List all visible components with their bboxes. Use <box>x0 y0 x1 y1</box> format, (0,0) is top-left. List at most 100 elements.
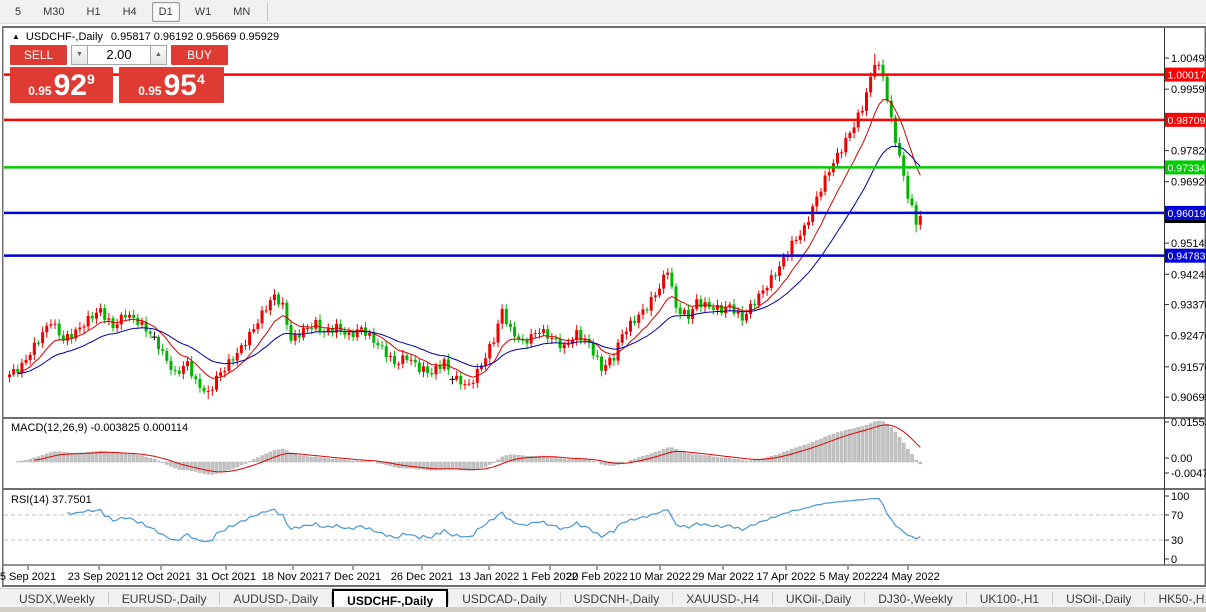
tab-separator <box>107 592 109 604</box>
svg-text:23 Sep 2021: 23 Sep 2021 <box>68 571 130 583</box>
svg-text:31 Oct 2021: 31 Oct 2021 <box>196 571 256 583</box>
chart-tab-strip: USDX,Weekly EURUSD-,Daily AUDUSD-,Daily USD… <box>0 589 1206 608</box>
chart-tab-DJ30-Weekly[interactable]: DJ30-,Weekly <box>878 592 953 606</box>
svg-text:1.00495: 1.00495 <box>1171 53 1206 65</box>
chart-tab-USDCNH-Daily[interactable]: USDCNH-,Daily <box>573 592 660 606</box>
timeframe-button-M30[interactable]: M30 <box>43 5 65 18</box>
sell-price-prefix: 0.95 <box>28 84 52 98</box>
rsi-panel <box>4 498 1164 543</box>
chart-tab-EURUSD-Daily[interactable]: EURUSD-,Daily <box>121 592 207 606</box>
tab-separator <box>448 592 450 604</box>
svg-text:1.00017: 1.00017 <box>1168 70 1206 82</box>
date-axis: 5 Sep 2021 23 Sep 2021 12 Oct 2021 31 Oct 2… <box>0 566 940 583</box>
tab-separator <box>965 592 967 604</box>
svg-text:0.94245: 0.94245 <box>1171 269 1206 281</box>
price-axis-badges: 0.959291.000170.987090.973340.960190.947… <box>1165 67 1206 263</box>
svg-text:24 May 2022: 24 May 2022 <box>876 571 940 583</box>
sell-price-sup: 9 <box>86 71 95 87</box>
svg-text:7 Dec 2021: 7 Dec 2021 <box>325 571 381 583</box>
svg-text:30: 30 <box>1171 535 1183 547</box>
macd-signal-line <box>34 424 921 473</box>
timeframe-button-5[interactable]: 5 <box>15 5 22 18</box>
chart-ohlc-values: 0.95817 0.96192 0.95669 0.95929 <box>110 31 280 43</box>
svg-text:10 Mar 2022: 10 Mar 2022 <box>629 571 691 583</box>
svg-text:0.99595: 0.99595 <box>1171 84 1206 96</box>
timeframe-button-H4[interactable]: H4 <box>122 5 137 18</box>
chart-tab-HK50-H1[interactable]: HK50-,H1 <box>1158 592 1206 606</box>
chart-tab-USDCHF-Daily[interactable]: USDCHF-,Daily <box>332 589 449 608</box>
svg-text:5 May 2022: 5 May 2022 <box>819 571 876 583</box>
rsi-axis: 100 70 30 0 <box>1164 491 1189 566</box>
volume-increase-button[interactable]: ▲ <box>150 45 167 65</box>
macd-indicator-label: MACD(12,26,9) -0.003825 0.000114 <box>11 422 189 434</box>
chart-tab-XAUUSD-H4[interactable]: XAUUSD-,H4 <box>686 592 759 606</box>
window-bottom-edge <box>0 607 1206 612</box>
chart-symbol-label: USDCHF-,Daily <box>25 31 103 43</box>
svg-text:0.95145: 0.95145 <box>1171 238 1206 250</box>
svg-text:0.94783: 0.94783 <box>1168 251 1206 263</box>
rsi-line <box>67 498 921 543</box>
chart-tab-UKOil-Daily[interactable]: UKOil-,Daily <box>785 592 852 606</box>
fast-ma-line <box>17 99 921 379</box>
svg-text:0.90695: 0.90695 <box>1171 392 1206 404</box>
volume-input[interactable]: 2.00 <box>88 45 150 65</box>
tab-separator <box>331 592 333 604</box>
svg-text:12 Oct 2021: 12 Oct 2021 <box>131 571 191 583</box>
timeframe-button-MN[interactable]: MN <box>233 5 251 18</box>
chart-tab-bar: USDX,Weekly EURUSD-,Daily AUDUSD-,Daily USD… <box>0 588 1206 608</box>
toolbar-divider <box>267 2 269 21</box>
svg-text:20 Feb 2022: 20 Feb 2022 <box>566 571 628 583</box>
volume-decrease-button[interactable]: ▼ <box>71 45 88 65</box>
timeframe-button-D1[interactable]: D1 <box>151 1 180 22</box>
chart-tab-USOil-Daily[interactable]: USOil-,Daily <box>1066 592 1132 606</box>
svg-text:100: 100 <box>1171 491 1189 503</box>
buy-price-box[interactable]: 0.95 95 4 <box>119 67 224 103</box>
chart-title: ▲ USDCHF-,Daily 0.95817 0.96192 0.95669 0.… <box>12 31 279 43</box>
tab-separator <box>1052 592 1054 604</box>
timeframe-button-H1[interactable]: H1 <box>86 5 101 18</box>
chart-tab-USDX-Weekly[interactable]: USDX,Weekly <box>19 592 95 606</box>
svg-text:0.00: 0.00 <box>1171 453 1192 465</box>
timeframe-button-W1[interactable]: W1 <box>194 5 212 18</box>
tab-separator <box>559 592 561 604</box>
macd-histogram <box>16 420 923 475</box>
timeframe-toolbar: 5 M30 H1 H4 D1 W1 MN <box>0 0 1206 24</box>
svg-text:18 Nov 2021: 18 Nov 2021 <box>262 571 324 583</box>
buy-price-big: 95 <box>163 69 197 102</box>
sell-price-big: 92 <box>53 69 87 102</box>
tab-separator <box>771 592 773 604</box>
chart-tab-USDCAD-Daily[interactable]: USDCAD-,Daily <box>462 592 547 606</box>
svg-text:1 Feb 2022: 1 Feb 2022 <box>522 571 578 583</box>
macd-axis: 0.015534 0.00 -0.00474 <box>1164 417 1206 480</box>
svg-text:0.97334: 0.97334 <box>1168 162 1206 174</box>
chart-tab-UK100-H1[interactable]: UK100-,H1 <box>979 592 1040 606</box>
svg-text:5 Sep 2021: 5 Sep 2021 <box>0 571 56 583</box>
svg-text:70: 70 <box>1171 510 1183 522</box>
svg-text:0: 0 <box>1171 554 1177 566</box>
buy-button[interactable]: BUY <box>171 45 228 65</box>
one-click-trade-panel: SELL ▼ 2.00 ▲ BUY 0.95 92 9 0.95 95 4 <box>10 45 232 103</box>
tab-separator <box>864 592 866 604</box>
svg-text:29 Mar 2022: 29 Mar 2022 <box>692 571 754 583</box>
moving-averages <box>17 99 921 379</box>
chevron-up-icon: ▲ <box>155 51 162 58</box>
chart-tab-AUDUSD-Daily[interactable]: AUDUSD-,Daily <box>233 592 319 606</box>
collapse-arrow-icon[interactable]: ▲ <box>12 32 20 41</box>
svg-text:0.015534: 0.015534 <box>1171 417 1206 429</box>
chart-window-frame <box>0 24 1206 612</box>
tab-separator <box>219 592 221 604</box>
svg-text:17 Apr 2022: 17 Apr 2022 <box>756 571 815 583</box>
svg-text:0.98709: 0.98709 <box>1168 115 1206 127</box>
chevron-down-icon: ▼ <box>76 51 83 58</box>
sell-button[interactable]: SELL <box>10 45 67 65</box>
slow-ma-line <box>17 145 921 375</box>
tab-separator <box>672 592 674 604</box>
rsi-indicator-label: RSI(14) 37.7501 <box>11 494 92 506</box>
sell-price-box[interactable]: 0.95 92 9 <box>10 67 113 103</box>
